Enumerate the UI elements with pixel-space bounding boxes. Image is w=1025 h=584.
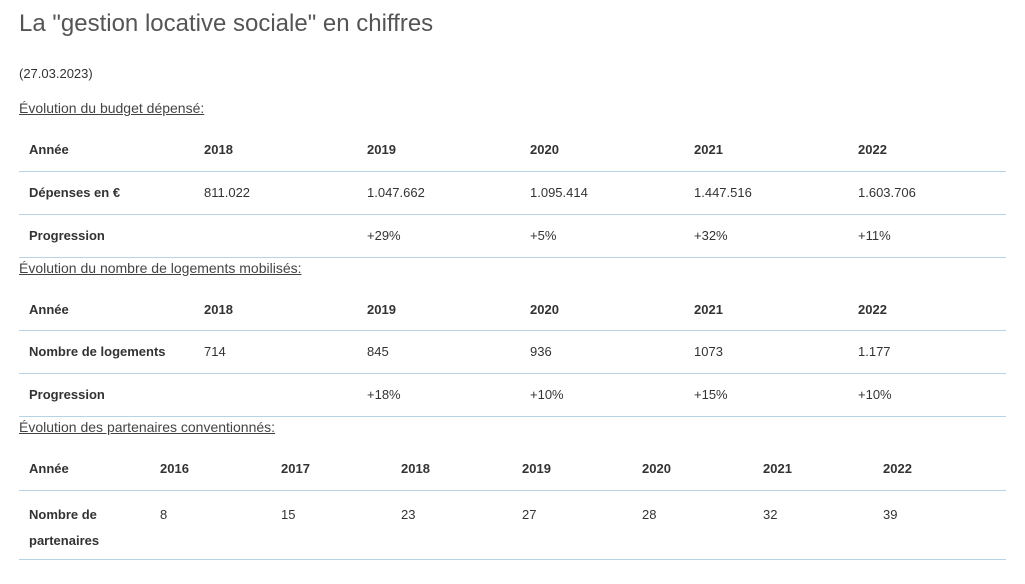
table-cell: 2018 <box>391 442 512 491</box>
table-cell: Dépenses en € <box>19 171 194 215</box>
table-cell: 28 <box>632 490 753 560</box>
table-cell: 1.095.414 <box>520 171 684 215</box>
table-cell: 1.603.706 <box>848 171 1006 215</box>
table-cell: Nombre de logements <box>19 330 194 374</box>
table-cell: 2021 <box>684 123 848 172</box>
partenaires-section-title[interactable]: Évolution des partenaires conventionnés: <box>19 419 276 435</box>
table-row: Progression +18% +10% +15% +10% <box>19 373 1006 417</box>
table-cell: 2021 <box>753 442 873 491</box>
table-cell <box>194 373 357 417</box>
table-cell: 811.022 <box>194 171 357 215</box>
table-cell: 2022 <box>873 442 1006 491</box>
table-cell: 2020 <box>520 282 684 331</box>
table-cell: +18% <box>357 373 520 417</box>
table-cell: 2016 <box>150 442 271 491</box>
table-cell: 2018 <box>194 282 357 331</box>
table-cell: Année <box>19 442 150 491</box>
table-cell: +10% <box>848 373 1006 417</box>
table-cell: 2019 <box>357 123 520 172</box>
table-cell: 23 <box>391 490 512 560</box>
partenaires-table: Année 2016 2017 2018 2019 2020 2021 2022… <box>19 442 1006 560</box>
budget-section-title[interactable]: Évolution du budget dépensé: <box>19 100 205 116</box>
table-cell: +15% <box>684 373 848 417</box>
table-row: Nombre de logements 714 845 936 1073 1.1… <box>19 330 1006 374</box>
budget-table: Année 2018 2019 2020 2021 2022 Dépenses … <box>19 123 1006 258</box>
logements-table: Année 2018 2019 2020 2021 2022 Nombre de… <box>19 282 1006 417</box>
table-cell: 845 <box>357 330 520 374</box>
table-cell: +29% <box>357 214 520 258</box>
table-row: Nombre de partenaires 8 15 23 27 28 32 3… <box>19 490 1006 560</box>
table-cell: +5% <box>520 214 684 258</box>
table-cell: +11% <box>848 214 1006 258</box>
table-cell: 1.177 <box>848 330 1006 374</box>
publication-date: (27.03.2023) <box>19 66 93 81</box>
table-cell: 2022 <box>848 282 1006 331</box>
table-cell: 1073 <box>684 330 848 374</box>
table-cell: +32% <box>684 214 848 258</box>
table-cell: 8 <box>150 490 271 560</box>
table-cell: 2020 <box>632 442 753 491</box>
table-cell: 2021 <box>684 282 848 331</box>
table-cell: 2022 <box>848 123 1006 172</box>
table-row: Année 2018 2019 2020 2021 2022 <box>19 123 1006 172</box>
table-cell: Année <box>19 282 194 331</box>
table-cell: 2018 <box>194 123 357 172</box>
table-row: Année 2016 2017 2018 2019 2020 2021 2022 <box>19 442 1006 491</box>
table-cell: 2017 <box>271 442 391 491</box>
table-row: Année 2018 2019 2020 2021 2022 <box>19 282 1006 331</box>
table-cell: 936 <box>520 330 684 374</box>
table-cell: 27 <box>512 490 632 560</box>
table-row: Progression +29% +5% +32% +11% <box>19 214 1006 258</box>
table-cell: Progression <box>19 214 194 258</box>
table-cell: Année <box>19 123 194 172</box>
table-cell: 2020 <box>520 123 684 172</box>
table-cell: 39 <box>873 490 1006 560</box>
table-cell: 2019 <box>512 442 632 491</box>
table-cell: 714 <box>194 330 357 374</box>
table-cell: 1.447.516 <box>684 171 848 215</box>
table-cell: Progression <box>19 373 194 417</box>
table-row: Dépenses en € 811.022 1.047.662 1.095.41… <box>19 171 1006 215</box>
table-cell: 1.047.662 <box>357 171 520 215</box>
table-cell: 32 <box>753 490 873 560</box>
table-cell: 15 <box>271 490 391 560</box>
logements-section-title[interactable]: Évolution du nombre de logements mobilis… <box>19 259 302 276</box>
page-title: La "gestion locative sociale" en chiffre… <box>19 10 434 37</box>
table-cell: +10% <box>520 373 684 417</box>
page: La "gestion locative sociale" en chiffre… <box>19 10 1006 560</box>
table-cell: 2019 <box>357 282 520 331</box>
table-cell: Nombre de partenaires <box>19 490 150 560</box>
table-cell <box>194 214 357 258</box>
